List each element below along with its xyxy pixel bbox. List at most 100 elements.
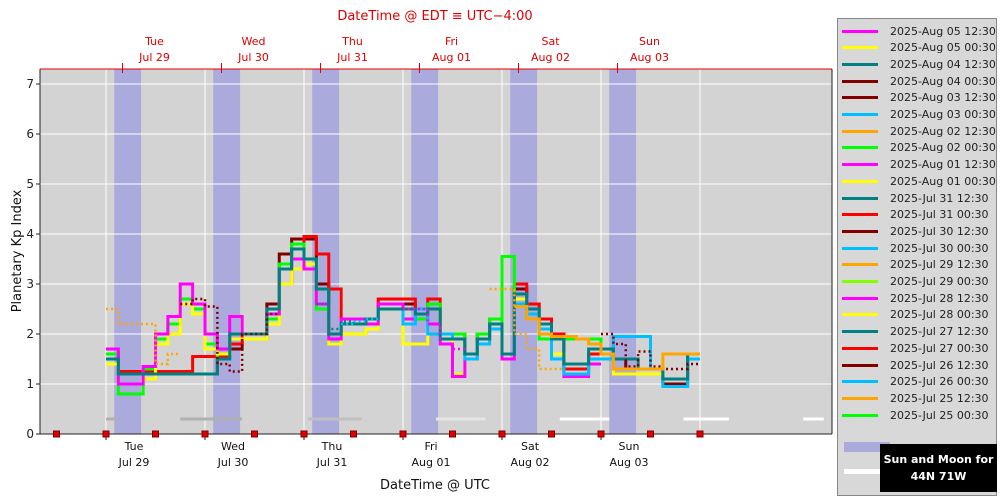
legend-swatch (842, 229, 878, 233)
legend-swatch (842, 346, 878, 350)
x-tick-day: Sun (619, 440, 640, 453)
legend-swatch (842, 363, 878, 367)
y-tick-label: 5 (26, 177, 34, 191)
legend-swatch (842, 330, 878, 334)
top-tick-date: Aug 01 (432, 51, 471, 64)
legend-label: 2025-Jul 27 12:30 (890, 325, 989, 339)
legend-label: 2025-Jul 28 00:30 (890, 308, 989, 322)
legend-label: 2025-Aug 02 12:30 (890, 124, 996, 138)
y-tick-label: 0 (26, 427, 34, 441)
legend-label: 2025-Aug 05 12:30 (890, 24, 996, 38)
day-marker (498, 430, 506, 438)
day-marker (399, 430, 407, 438)
legend-label: 2025-Jul 31 12:30 (890, 191, 989, 205)
legend-label: 2025-Aug 03 12:30 (890, 91, 996, 105)
day-marker (53, 430, 60, 438)
night-band (510, 69, 538, 434)
legend-swatch (842, 263, 878, 267)
x-tick-date: Aug 03 (610, 456, 649, 469)
legend-label: 2025-Jul 26 12:30 (890, 358, 989, 372)
y-axis-label: Planetary Kp Index (10, 189, 25, 312)
top-tick-day: Sun (639, 35, 660, 48)
day-marker (548, 430, 555, 438)
legend-entry: 2025-Jul 26 12:30 (842, 357, 989, 373)
legend-swatch (842, 62, 878, 66)
x-axis-label: DateTime @ UTC (380, 478, 490, 493)
y-tick-label: 7 (26, 77, 34, 91)
night-bands (114, 69, 637, 434)
legend-label: 2025-Aug 04 12:30 (890, 57, 996, 71)
legend-label: 2025-Jul 30 00:30 (890, 241, 989, 255)
night-band-swatch (844, 442, 890, 452)
legend-entry: 2025-Jul 27 12:30 (842, 324, 989, 340)
legend-entry: 2025-Aug 01 12:30 (842, 157, 996, 173)
sun-moon-box: Sun and Moon for 44N 71W (880, 444, 997, 492)
legend-swatch (842, 179, 878, 183)
legend-swatch (842, 246, 878, 250)
top-tick-day: Sat (541, 35, 560, 48)
top-tick-date: Aug 02 (531, 51, 570, 64)
legend-swatch (842, 163, 878, 167)
legend-label: 2025-Jul 29 12:30 (890, 258, 989, 272)
day-marker (449, 430, 456, 438)
legend-label: 2025-Jul 27 00:30 (890, 341, 989, 355)
legend-swatch (842, 380, 878, 384)
day-marker (201, 430, 209, 438)
location-label: 44N 71W (910, 470, 967, 483)
top-tick-day: Thu (341, 35, 363, 48)
legend-swatch (842, 146, 878, 150)
x-tick-day: Sat (521, 440, 540, 453)
legend-swatch (842, 396, 878, 400)
night-band (411, 69, 439, 434)
kp-series-line (341, 317, 379, 326)
legend-entry: 2025-Jul 31 00:30 (842, 207, 989, 223)
legend-swatch (842, 296, 878, 300)
legend-entry: 2025-Jul 29 00:30 (842, 274, 989, 290)
legend-swatch (842, 46, 878, 50)
legend-label: 2025-Aug 04 00:30 (890, 74, 996, 88)
x-tick-day: Fri (424, 440, 437, 453)
day-marker (350, 430, 357, 438)
kp-series-line (316, 302, 379, 331)
day-marker (152, 430, 159, 438)
legend-label: 2025-Jul 25 00:30 (890, 408, 989, 422)
y-tick-label: 3 (26, 277, 34, 291)
legend-entry: 2025-Aug 02 00:30 (842, 140, 996, 156)
legend-entry: 2025-Jul 30 00:30 (842, 240, 989, 256)
legend-entry: 2025-Aug 03 00:30 (842, 107, 996, 123)
legend-entry: 2025-Jul 30 12:30 (842, 223, 989, 239)
legend-swatch (842, 79, 878, 83)
legend-entry: 2025-Aug 05 12:30 (842, 23, 996, 39)
y-tick-label: 2 (26, 327, 34, 341)
legend-entry: 2025-Jul 26 00:30 (842, 374, 989, 390)
legend-label: 2025-Jul 25 12:30 (890, 391, 989, 405)
sun-moon-label: Sun and Moon for (883, 453, 994, 466)
legend-entry: 2025-Aug 05 00:30 (842, 40, 996, 56)
kp-series-line (403, 307, 465, 351)
top-tick-day: Tue (144, 35, 164, 48)
legend-label: 2025-Jul 28 12:30 (890, 291, 989, 305)
y-tick-label: 6 (26, 127, 34, 141)
legend-label: 2025-Aug 01 12:30 (890, 158, 996, 172)
day-marker (597, 430, 605, 438)
legend-entry: 2025-Jul 31 12:30 (842, 190, 989, 206)
x-tick-day: Thu (321, 440, 343, 453)
legend-entry: 2025-Aug 04 12:30 (842, 56, 996, 72)
top-tick-date: Jul 31 (336, 51, 368, 64)
x-tick-date: Jul 30 (217, 456, 249, 469)
legend-swatch (842, 129, 878, 133)
legend-entry: 2025-Jul 25 12:30 (842, 390, 989, 406)
y-tick-label: 1 (26, 377, 34, 391)
day-marker (102, 430, 110, 438)
legend-label: 2025-Jul 30 12:30 (890, 224, 989, 238)
x-tick-date: Jul 29 (118, 456, 150, 469)
legend-swatch (842, 96, 878, 100)
kp-series-line (601, 332, 700, 371)
legend-label: 2025-Jul 31 00:30 (890, 208, 989, 222)
legend-swatch (842, 29, 878, 33)
axis-ticks: 0 1 2 3 4 5 6 7 Tue Jul 29 Wed Jul 30 Thu Jul 31 Fri Au… (26, 35, 669, 469)
kp-series-line (514, 305, 700, 371)
legend-entry: 2025-Jul 29 12:30 (842, 257, 989, 273)
legend: 2025-Aug 05 12:30 2025-Aug 05 00:30 2025-A… (837, 18, 997, 496)
